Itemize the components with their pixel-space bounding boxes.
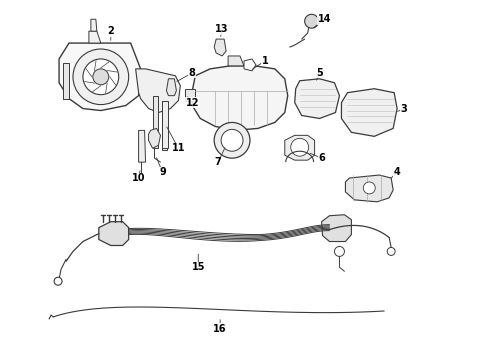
Polygon shape <box>163 100 168 150</box>
Text: 3: 3 <box>401 104 408 113</box>
Polygon shape <box>185 89 196 100</box>
Polygon shape <box>192 66 288 130</box>
Circle shape <box>363 182 375 194</box>
Text: 6: 6 <box>318 153 325 163</box>
Polygon shape <box>214 39 226 56</box>
Polygon shape <box>152 96 158 148</box>
Circle shape <box>305 14 318 28</box>
Polygon shape <box>321 215 351 242</box>
Circle shape <box>83 59 119 95</box>
Circle shape <box>54 277 62 285</box>
Polygon shape <box>294 79 340 118</box>
Circle shape <box>214 122 250 158</box>
Text: 15: 15 <box>192 262 205 272</box>
Text: 8: 8 <box>189 68 196 78</box>
Circle shape <box>291 138 309 156</box>
Polygon shape <box>228 56 244 66</box>
Polygon shape <box>99 222 129 246</box>
Text: 2: 2 <box>107 26 114 36</box>
Text: 9: 9 <box>159 167 166 177</box>
Polygon shape <box>163 100 169 148</box>
Circle shape <box>93 69 109 85</box>
Text: 4: 4 <box>394 167 400 177</box>
Polygon shape <box>244 59 256 71</box>
Text: 5: 5 <box>316 68 323 78</box>
Text: 14: 14 <box>318 14 331 24</box>
Circle shape <box>221 129 243 151</box>
Text: 10: 10 <box>132 173 146 183</box>
Circle shape <box>73 49 129 105</box>
Circle shape <box>335 247 344 256</box>
Polygon shape <box>91 19 97 31</box>
Text: 12: 12 <box>186 98 199 108</box>
Text: 7: 7 <box>215 157 221 167</box>
Text: 1: 1 <box>262 56 268 66</box>
Polygon shape <box>89 31 101 43</box>
Circle shape <box>387 247 395 255</box>
Polygon shape <box>148 129 161 148</box>
Polygon shape <box>167 79 176 96</box>
Text: 11: 11 <box>172 143 185 153</box>
Polygon shape <box>59 43 141 111</box>
Polygon shape <box>342 89 397 136</box>
Polygon shape <box>345 175 393 202</box>
Polygon shape <box>285 135 315 160</box>
Polygon shape <box>139 130 146 162</box>
Polygon shape <box>136 69 180 113</box>
Text: 13: 13 <box>216 24 229 34</box>
Text: 16: 16 <box>213 324 227 334</box>
Polygon shape <box>63 63 69 99</box>
